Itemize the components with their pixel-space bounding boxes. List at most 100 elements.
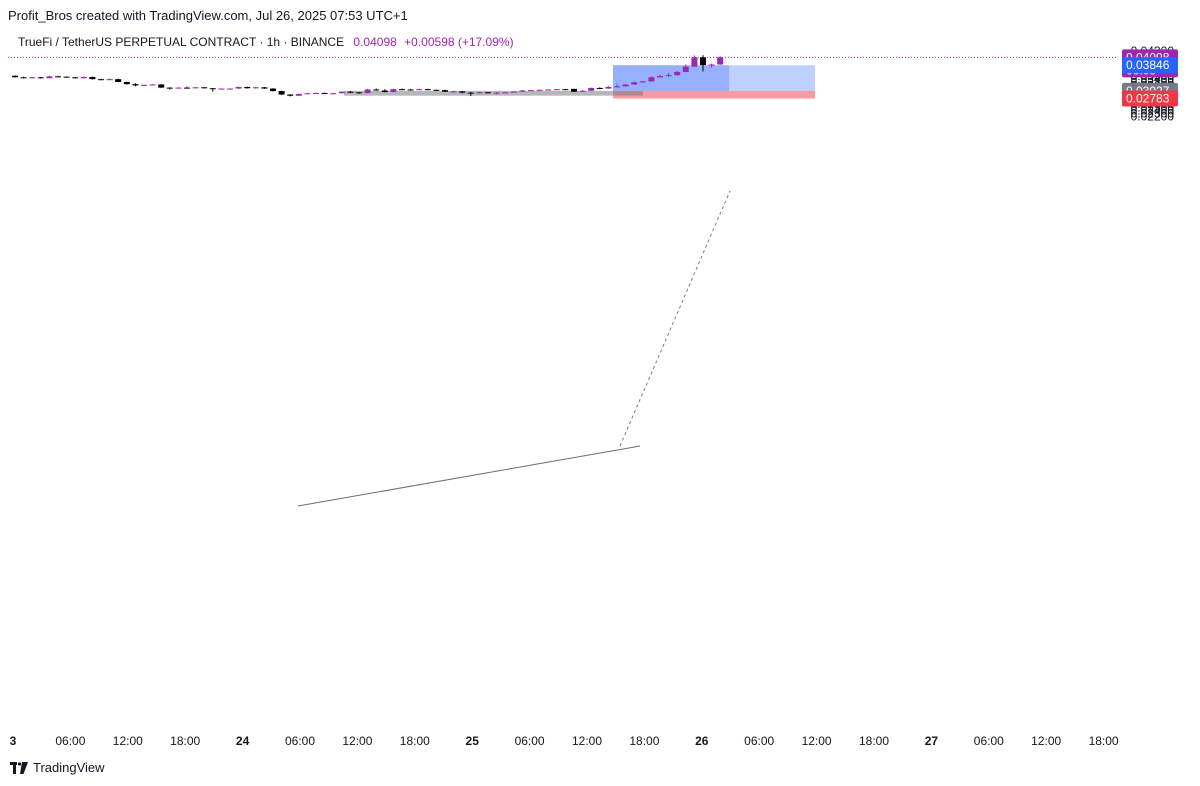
candle-body (20, 77, 27, 79)
candle-body (399, 89, 405, 91)
candle-body (502, 92, 509, 94)
candle-body (313, 92, 319, 94)
footer-brand[interactable]: TradingView (10, 760, 105, 775)
candle (579, 90, 586, 93)
price-tag-value: 0.02783 (1126, 91, 1170, 105)
candle-body (261, 87, 268, 89)
candle-body (123, 81, 130, 85)
candle-body (381, 90, 388, 93)
price-change: +0.00598 (+17.09%) (404, 35, 514, 49)
candle-body (115, 79, 122, 82)
candle-body (700, 57, 706, 66)
candle-body (519, 90, 526, 92)
candle-body (493, 92, 500, 94)
candle (381, 89, 388, 93)
candle-body (674, 71, 681, 76)
candle-body (209, 88, 216, 90)
candle (89, 76, 96, 80)
candle-body (605, 86, 612, 89)
candle-body (424, 89, 431, 91)
candle-body (55, 76, 61, 78)
candle-body (416, 89, 423, 91)
price-tag-bg (1122, 57, 1178, 74)
candle-body (579, 90, 586, 92)
candle (502, 92, 509, 94)
time-tick-label: 06:00 (55, 734, 85, 748)
time-tick-label: 12:00 (342, 734, 372, 748)
drawing-overlay (8, 56, 1118, 507)
candle (209, 87, 216, 92)
candle (287, 94, 294, 97)
time-tick-label: 06:00 (974, 734, 1004, 748)
candle (72, 76, 79, 79)
candle-body (536, 89, 543, 91)
candle (106, 78, 113, 81)
candle (175, 87, 182, 89)
candle (235, 86, 242, 89)
candle (55, 75, 61, 78)
candle-body (553, 89, 560, 91)
candle (700, 55, 706, 72)
symbol-legend[interactable]: TrueFi / TetherUS PERPETUAL CONTRACT · 1… (18, 35, 514, 49)
candle (674, 71, 681, 76)
candle (201, 86, 208, 89)
candle (528, 89, 534, 92)
candle-body (149, 84, 156, 86)
price-tag: 0.02783 (1122, 90, 1178, 107)
candle-body (158, 84, 165, 88)
symbol-title: TrueFi / TetherUS PERPETUAL CONTRACT · 1… (18, 35, 345, 49)
candle-body (244, 86, 251, 89)
candle (80, 76, 87, 79)
price-tag-bg (1122, 90, 1178, 107)
candle-body (166, 87, 173, 89)
candle (123, 81, 130, 85)
candle-body (648, 77, 655, 82)
candle (605, 86, 612, 89)
candle (252, 86, 259, 89)
candle-body (373, 89, 380, 91)
candle-body (364, 89, 371, 93)
candle-body (691, 57, 698, 67)
candle (141, 84, 147, 86)
candle (270, 88, 276, 92)
price-tick-label: 0.02200 (1131, 110, 1175, 124)
candle-body (201, 87, 208, 89)
candle (304, 92, 311, 95)
candle-body (631, 82, 638, 85)
candle-body (596, 87, 603, 89)
time-tick-label: 12:00 (572, 734, 602, 748)
time-tick-label: 18:00 (170, 734, 200, 748)
candle (562, 88, 569, 91)
price-tick-label: 0.02400 (1131, 103, 1175, 117)
candle-body (545, 89, 552, 91)
price-tag-value: 0.03846 (1126, 58, 1170, 72)
time-axis[interactable]: 3 06:00 12:00 18:00 24 06:00 12:00 18:00 25 06:00… (10, 734, 1119, 748)
time-tick-label: 18:00 (629, 734, 659, 748)
candle-body (72, 77, 79, 79)
candle (313, 92, 319, 94)
candle-body (89, 76, 96, 80)
candle (63, 76, 70, 78)
consolidation-box (344, 90, 643, 96)
candle-body (218, 88, 225, 90)
candle-body (270, 88, 276, 92)
candle (330, 92, 337, 95)
candle (373, 88, 380, 91)
candle-body (639, 81, 646, 83)
candle-body (459, 91, 466, 93)
candle (244, 86, 251, 89)
candle-body (407, 89, 414, 91)
candle-body (227, 88, 233, 90)
candle (149, 84, 156, 86)
last-price: 0.04098 (353, 35, 397, 49)
candle-body (175, 87, 182, 89)
candle (295, 93, 302, 97)
candle-body (321, 92, 328, 94)
candle-body (330, 93, 337, 95)
candle (588, 87, 595, 92)
candle-body (665, 75, 672, 77)
candle (347, 91, 354, 93)
candle (184, 86, 190, 89)
